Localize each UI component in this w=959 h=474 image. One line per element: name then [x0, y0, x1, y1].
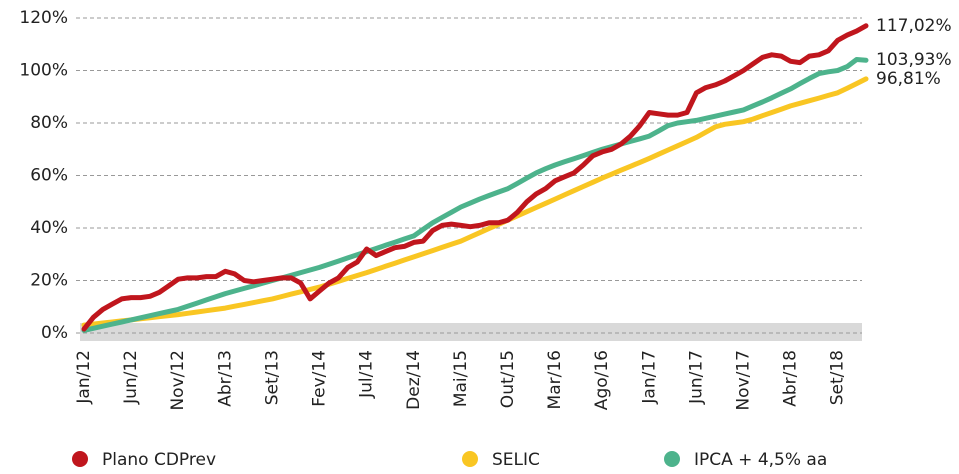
y-tick-label: 40% — [30, 218, 68, 238]
legend-label: SELIC — [492, 450, 540, 470]
baseline-band — [80, 323, 862, 341]
x-tick-label: Abr/13 — [215, 350, 235, 407]
y-tick-label: 20% — [30, 271, 68, 291]
y-tick-label: 0% — [41, 323, 68, 343]
legend-label: Plano CDPrev — [102, 450, 216, 470]
y-tick-label: 80% — [30, 113, 68, 133]
x-tick-label: Jul/14 — [357, 350, 377, 399]
data-label: 117,02% — [876, 16, 952, 36]
series-line — [81, 76, 869, 328]
y-tick-label: 100% — [19, 61, 68, 81]
x-tick-label: Jun/12 — [121, 350, 141, 405]
x-tick-label: Dez/14 — [404, 350, 424, 410]
x-tick-label: Mai/15 — [451, 350, 471, 407]
x-tick-label: Jan/17 — [639, 350, 659, 405]
x-tick-label: Set/13 — [262, 350, 282, 405]
data-label: 96,81% — [876, 69, 941, 89]
y-tick-label: 60% — [30, 166, 68, 186]
x-tick-label: Fev/14 — [310, 350, 330, 407]
series-line — [81, 57, 869, 333]
x-tick-label: Ago/16 — [592, 350, 612, 410]
x-tick-label: Jun/17 — [686, 350, 706, 405]
legend-swatch — [462, 451, 478, 467]
x-tick-label: Set/18 — [828, 350, 848, 405]
legend-swatch — [72, 451, 88, 467]
x-tick-label: Nov/12 — [168, 350, 188, 411]
x-tick-label: Nov/17 — [734, 350, 754, 411]
x-tick-label: Out/15 — [498, 350, 518, 408]
legend-label: IPCA + 4,5% aa — [694, 450, 827, 470]
y-tick-label: 120% — [19, 8, 68, 28]
x-tick-label: Abr/18 — [781, 350, 801, 407]
data-label: 103,93% — [876, 50, 952, 70]
series-line — [81, 23, 869, 332]
x-tick-label: Mar/16 — [545, 350, 565, 409]
legend-swatch — [664, 451, 680, 467]
x-tick-label: Jan/12 — [74, 350, 94, 405]
